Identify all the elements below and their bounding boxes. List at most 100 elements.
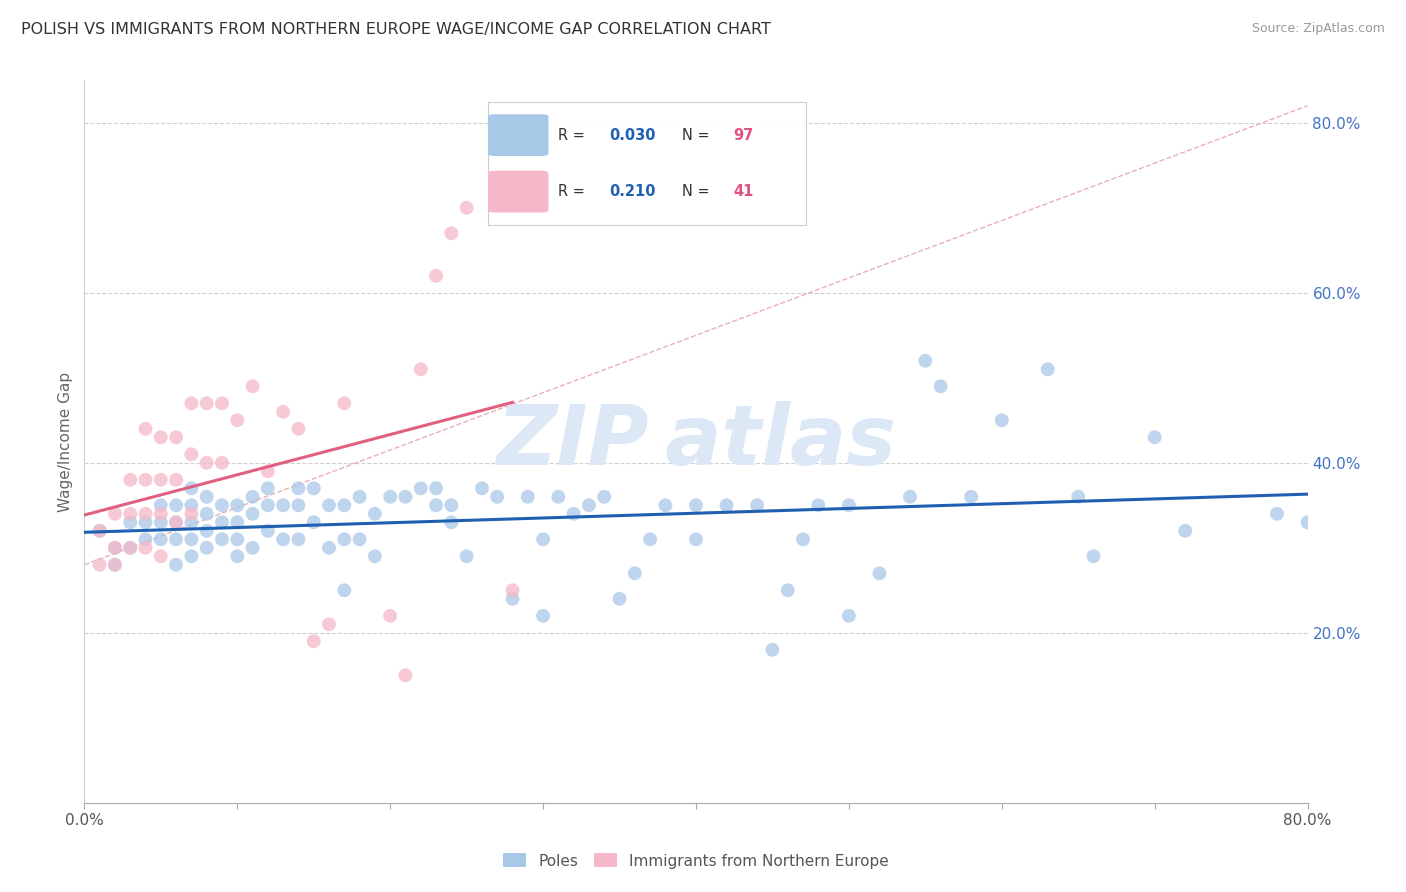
Legend: Poles, Immigrants from Northern Europe: Poles, Immigrants from Northern Europe	[498, 847, 894, 875]
Point	[149, 507, 172, 521]
Point	[195, 456, 218, 470]
Point	[914, 353, 936, 368]
Point	[318, 541, 340, 555]
Point	[135, 541, 157, 555]
Point	[929, 379, 952, 393]
Text: POLISH VS IMMIGRANTS FROM NORTHERN EUROPE WAGE/INCOME GAP CORRELATION CHART: POLISH VS IMMIGRANTS FROM NORTHERN EUROP…	[21, 22, 770, 37]
Point	[302, 481, 325, 495]
Point	[120, 541, 142, 555]
Point	[425, 481, 447, 495]
Point	[149, 533, 172, 547]
Point	[547, 490, 569, 504]
Point	[364, 507, 387, 521]
Point	[1174, 524, 1197, 538]
Point	[287, 422, 309, 436]
Point	[242, 541, 264, 555]
Point	[149, 516, 172, 530]
Point	[226, 413, 249, 427]
Point	[531, 533, 554, 547]
Point	[195, 541, 218, 555]
Point	[302, 634, 325, 648]
Point	[180, 396, 202, 410]
Point	[211, 456, 233, 470]
Point	[211, 396, 233, 410]
Point	[135, 533, 157, 547]
Point	[609, 591, 631, 606]
Point	[287, 498, 309, 512]
Point	[425, 268, 447, 283]
Point	[349, 490, 371, 504]
Point	[486, 490, 509, 504]
Point	[149, 473, 172, 487]
Point	[287, 533, 309, 547]
Point	[333, 498, 356, 512]
Point	[1143, 430, 1166, 444]
Point	[333, 396, 356, 410]
Point	[135, 473, 157, 487]
Point	[226, 549, 249, 564]
Point	[195, 490, 218, 504]
Point	[104, 558, 127, 572]
Point	[425, 498, 447, 512]
Point	[685, 498, 707, 512]
Point	[349, 533, 371, 547]
Point	[271, 498, 294, 512]
Point	[562, 507, 585, 521]
Point	[89, 524, 111, 538]
Point	[149, 430, 172, 444]
Point	[624, 566, 647, 581]
Point	[120, 473, 142, 487]
Point	[89, 524, 111, 538]
Point	[531, 608, 554, 623]
Point	[318, 617, 340, 632]
Point	[135, 422, 157, 436]
Point	[226, 533, 249, 547]
Point	[89, 558, 111, 572]
Point	[685, 533, 707, 547]
Point	[195, 396, 218, 410]
Point	[716, 498, 738, 512]
Point	[165, 533, 187, 547]
Point	[807, 498, 830, 512]
Point	[180, 498, 202, 512]
Point	[180, 447, 202, 461]
Point	[180, 516, 202, 530]
Point	[226, 498, 249, 512]
Point	[271, 405, 294, 419]
Point	[333, 583, 356, 598]
Point	[638, 533, 661, 547]
Point	[318, 498, 340, 512]
Point	[287, 481, 309, 495]
Point	[838, 608, 860, 623]
Point	[195, 524, 218, 538]
Point	[226, 516, 249, 530]
Text: ZIP atlas: ZIP atlas	[496, 401, 896, 482]
Point	[792, 533, 814, 547]
Point	[1296, 516, 1319, 530]
Point	[149, 498, 172, 512]
Point	[502, 583, 524, 598]
Point	[165, 516, 187, 530]
Text: Source: ZipAtlas.com: Source: ZipAtlas.com	[1251, 22, 1385, 36]
Point	[149, 549, 172, 564]
Point	[456, 201, 478, 215]
Point	[302, 516, 325, 530]
Point	[120, 507, 142, 521]
Point	[257, 481, 280, 495]
Point	[165, 498, 187, 512]
Point	[394, 490, 416, 504]
Point	[898, 490, 921, 504]
Point	[120, 516, 142, 530]
Y-axis label: Wage/Income Gap: Wage/Income Gap	[58, 371, 73, 512]
Point	[516, 490, 538, 504]
Point	[211, 533, 233, 547]
Point	[747, 498, 769, 512]
Point	[1265, 507, 1288, 521]
Point	[409, 362, 432, 376]
Point	[1067, 490, 1090, 504]
Point	[257, 464, 280, 478]
Point	[165, 473, 187, 487]
Point	[195, 507, 218, 521]
Point	[364, 549, 387, 564]
Point	[394, 668, 416, 682]
